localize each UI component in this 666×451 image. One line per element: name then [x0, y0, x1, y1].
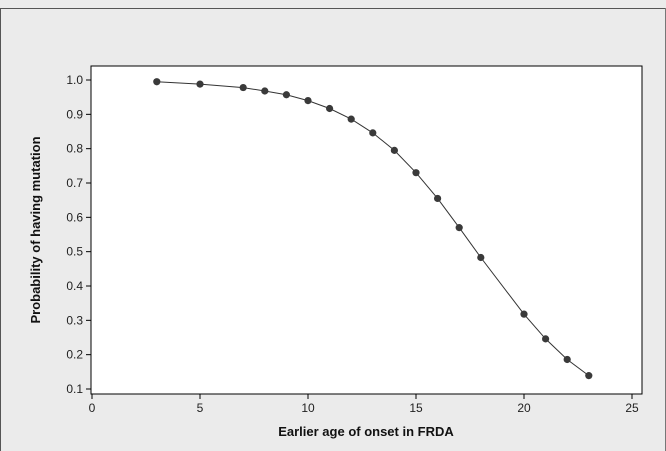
data-point: [153, 78, 161, 86]
y-tick-label: 1.0: [66, 73, 83, 87]
data-point: [434, 194, 442, 203]
data-point: [520, 310, 528, 318]
data-point: [455, 224, 463, 232]
data-point: [239, 83, 247, 92]
data-point: [282, 91, 290, 99]
data-point: [477, 253, 485, 262]
y-tick-label: 0.5: [66, 245, 83, 259]
data-point: [369, 129, 377, 137]
y-tick-label: 0.6: [66, 210, 83, 224]
data-point: [390, 146, 398, 154]
data-point: [563, 355, 571, 364]
x-tick-label: 25: [625, 401, 639, 415]
x-tick-label: 15: [409, 401, 423, 415]
x-tick-label: 5: [197, 401, 204, 415]
series-line: [156, 81, 590, 377]
x-tick-label: 20: [517, 401, 531, 415]
data-point: [196, 80, 204, 88]
plot-area: [90, 65, 643, 395]
data-point: [542, 335, 550, 343]
y-tick-label: 0.4: [66, 279, 83, 293]
y-tick-label: 0.1: [66, 382, 83, 396]
y-tick-label: 0.2: [66, 348, 83, 362]
y-tick-label: 0.7: [66, 176, 83, 190]
axes: 0 5 10 15 20 25 0.1 0.2 0.3 0.4 0.5 0.6 0.7 0.8 0.9 1.0: [66, 73, 639, 415]
x-tick-label: 0: [89, 401, 96, 415]
y-tick-label: 0.8: [66, 142, 83, 156]
data-point: [585, 372, 593, 380]
y-axis-label: Probability of having mutation: [28, 136, 43, 323]
data-point: [412, 169, 420, 177]
y-tick-label: 0.3: [66, 313, 83, 327]
series-layer: [153, 78, 593, 380]
data-point: [347, 115, 355, 123]
data-point: [326, 104, 334, 113]
x-tick-label: 10: [301, 401, 315, 415]
data-point: [261, 87, 269, 95]
x-axis-label: Earlier age of onset in FRDA: [278, 424, 454, 439]
data-point: [304, 97, 312, 105]
y-tick-label: 0.9: [66, 107, 83, 121]
